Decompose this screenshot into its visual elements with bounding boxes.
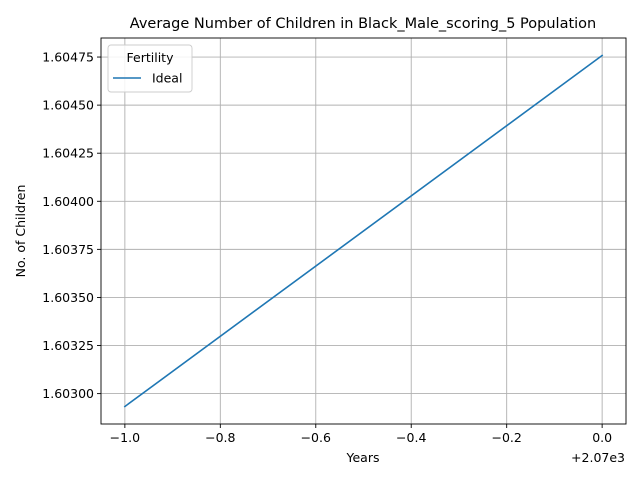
y-tick-label: 1.60325: [42, 338, 94, 353]
x-tick-label: −0.8: [205, 430, 235, 445]
y-tick-label: 1.60375: [42, 242, 94, 257]
series-line-ideal: [123, 54, 604, 408]
y-axis: 1.60300 1.60325 1.60350 1.60375 1.60400 1.604…: [42, 50, 101, 401]
plot-frame: [100, 37, 627, 425]
y-tick-label: 1.60475: [42, 50, 94, 65]
legend: Fertility Ideal: [107, 44, 193, 93]
y-tick-label: 1.60400: [42, 194, 94, 209]
y-tick-label: 1.60450: [42, 98, 94, 113]
x-tick-label: −0.6: [301, 430, 331, 445]
x-tick-label: −1.0: [110, 430, 140, 445]
chart-title: Average Number of Children in Black_Male…: [130, 16, 597, 32]
y-axis-label: No. of Children: [13, 185, 28, 278]
x-tick-label: −0.4: [396, 430, 426, 445]
y-tick-label: 1.60300: [42, 386, 94, 401]
x-offset-label: +2.07e3: [571, 450, 625, 465]
x-tick-label: −0.2: [492, 430, 522, 445]
y-tick-label: 1.60350: [42, 290, 94, 305]
legend-box: [107, 44, 193, 93]
y-tick-label: 1.60425: [42, 146, 94, 161]
legend-entry-label: Ideal: [152, 71, 182, 86]
legend-title: Fertility: [127, 50, 175, 65]
x-axis-label: Years: [346, 450, 380, 465]
x-axis: −1.0 −0.8 −0.6 −0.4 −0.2 0.0: [110, 424, 612, 445]
x-tick-label: 0.0: [592, 430, 612, 445]
grid: [101, 38, 626, 424]
series-layer: [123, 54, 604, 408]
